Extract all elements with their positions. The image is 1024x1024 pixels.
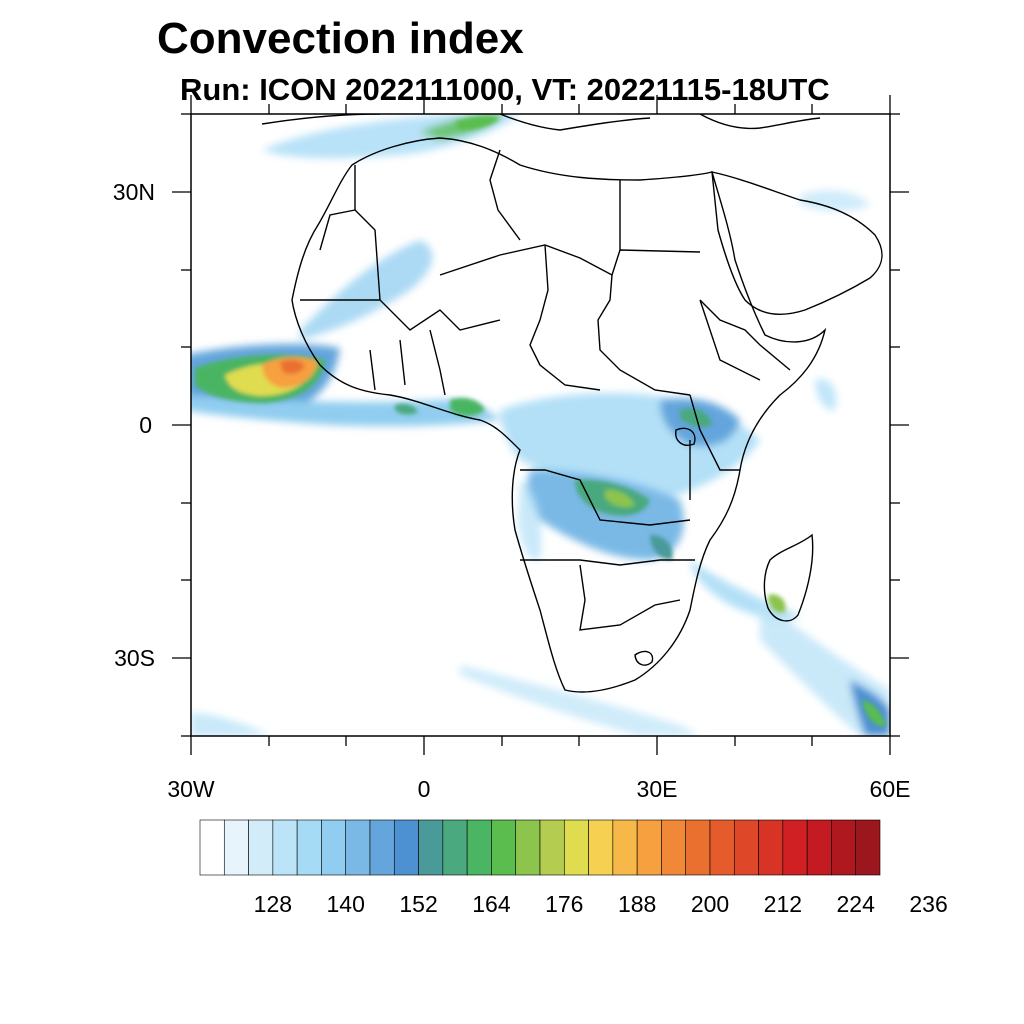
- lesotho: [634, 650, 654, 666]
- hotspot-med-green: [455, 116, 500, 130]
- africa-coastline: [291, 137, 827, 693]
- border-11: [699, 299, 791, 381]
- lon-label-30e: 30E: [637, 776, 678, 802]
- colorbar-box-1: [223, 819, 249, 876]
- colorbar-box-12: [491, 819, 517, 876]
- field-sahara-streak: [300, 240, 433, 340]
- colorbar-box-13: [515, 819, 541, 876]
- colorbar-box-5: [321, 819, 347, 876]
- border-4: [529, 244, 601, 391]
- colorbar-box-2: [248, 819, 274, 876]
- colorbar-label-176: 176: [545, 891, 583, 917]
- colorbar-label-152: 152: [399, 891, 437, 917]
- colorbar-box-0: [199, 819, 225, 876]
- colorbar-box-26: [831, 819, 857, 876]
- colorbar-label-236: 236: [909, 891, 947, 917]
- hotspot-sw-indian-green: [862, 700, 886, 727]
- colorbar-box-17: [612, 819, 638, 876]
- colorbar-box-9: [418, 819, 444, 876]
- field-angola: [518, 480, 542, 561]
- colorbar-box-8: [393, 819, 419, 876]
- colorbar-box-7: [369, 819, 395, 876]
- hotspot-cameroon: [450, 398, 485, 416]
- convection-field: [191, 114, 890, 736]
- field-arabia: [800, 190, 870, 212]
- coastlines: [261, 114, 883, 693]
- colorbar-box-20: [685, 819, 711, 876]
- hotspot-madagascar: [768, 594, 786, 613]
- colorbar-label-164: 164: [472, 891, 511, 917]
- lat-label-30s: 30S: [114, 645, 155, 671]
- colorbar-box-19: [661, 819, 687, 876]
- border-3: [597, 274, 691, 396]
- lat-label-30n: 30N: [113, 179, 155, 205]
- colorbar-box-22: [733, 819, 759, 876]
- border-7: [520, 469, 691, 526]
- colorbar: [199, 819, 881, 876]
- colorbar-box-27: [855, 819, 881, 876]
- axis-ticks: [172, 95, 909, 755]
- border-1: [354, 209, 501, 331]
- colorbar-box-6: [345, 819, 371, 876]
- lon-label-0: 0: [418, 776, 431, 802]
- lat-label-0: 0: [139, 412, 152, 438]
- colorbar-box-11: [466, 819, 492, 876]
- colorbar-box-15: [563, 819, 589, 876]
- colorbar-label-224: 224: [837, 891, 876, 917]
- hotspot-zambia-core: [605, 489, 635, 508]
- lon-label-60e: 60E: [870, 776, 911, 802]
- border-6: [300, 165, 380, 301]
- hotspot-malawi: [650, 535, 673, 560]
- colorbar-box-18: [636, 819, 662, 876]
- lon-label-30w: 30W: [167, 776, 215, 802]
- field-sw-corner: [191, 712, 270, 736]
- colorbar-box-21: [709, 819, 735, 876]
- colorbar-label-212: 212: [764, 891, 802, 917]
- colorbar-box-4: [296, 819, 322, 876]
- border-12: [369, 329, 446, 396]
- hotspot-atlantic-red: [280, 359, 305, 374]
- colorbar-box-16: [588, 819, 614, 876]
- field-zambia: [527, 470, 684, 560]
- colorbar-label-128: 128: [254, 891, 292, 917]
- lake-victoria: [675, 427, 696, 446]
- colorbar-label-140: 140: [327, 891, 365, 917]
- hotspot-guinea: [395, 403, 418, 415]
- colorbar-box-14: [539, 819, 565, 876]
- colorbar-box-10: [442, 819, 468, 876]
- border-9: [579, 564, 681, 631]
- border-5: [489, 149, 621, 250]
- madagascar-coast: [763, 533, 814, 622]
- arabia-coast: [711, 171, 883, 315]
- chart-title: Convection index: [157, 14, 524, 63]
- colorbar-label-200: 200: [691, 891, 729, 917]
- field-south-streak: [460, 665, 700, 736]
- field-east-horn: [815, 379, 837, 411]
- colorbar-label-188: 188: [618, 891, 656, 917]
- colorbar-box-25: [806, 819, 832, 876]
- border-8: [520, 559, 695, 566]
- border-10: [689, 394, 740, 500]
- colorbar-labels: 128 140 152 164 176 188 200 212 224 236: [254, 891, 948, 917]
- chart-subtitle: Run: ICON 2022111000, VT: 20221115-18UTC: [180, 72, 830, 107]
- colorbar-box-23: [758, 819, 784, 876]
- colorbar-box-24: [782, 819, 808, 876]
- colorbar-box-3: [272, 819, 298, 876]
